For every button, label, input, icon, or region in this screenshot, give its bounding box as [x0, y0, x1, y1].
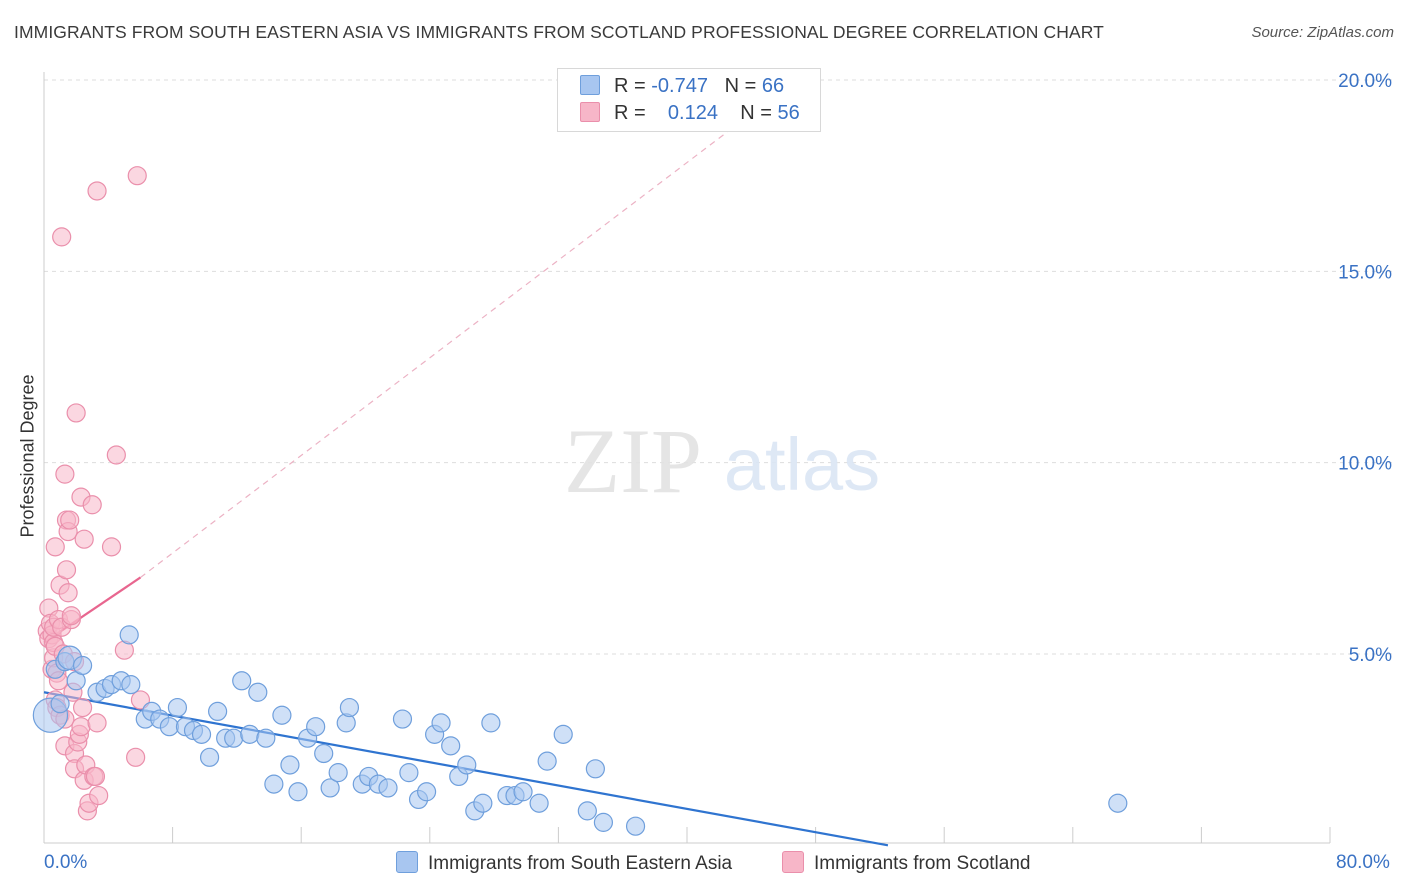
point-sea	[416, 782, 437, 802]
trend-extension-scotland	[140, 125, 736, 578]
chart-title: IMMIGRANTS FROM SOUTH EASTERN ASIA VS IM…	[14, 22, 1104, 42]
point-sea	[577, 801, 597, 821]
y-tick-labels: 5.0% 10.0% 15.0% 20.0%	[1338, 71, 1392, 666]
legend-swatch-scotland	[580, 102, 600, 122]
data-points	[32, 166, 1128, 836]
point-scotland	[82, 495, 102, 515]
point-sea	[288, 782, 308, 802]
point-sea	[224, 728, 244, 748]
legend-label-scotland: Immigrants from Scotland	[814, 853, 1031, 874]
point-scotland	[56, 560, 77, 580]
legend-n-value-scotland: 56	[777, 102, 800, 124]
point-sea	[593, 812, 614, 832]
point-scotland	[127, 166, 147, 186]
point-sea	[167, 697, 188, 718]
point-scotland	[126, 747, 146, 767]
watermark-atlas: atlas	[724, 423, 880, 506]
point-sea	[585, 759, 605, 779]
source-credit: Source: ZipAtlas.com	[1251, 24, 1394, 41]
x-tick-max: 80.0%	[1336, 852, 1390, 873]
legend-n-label: N =	[740, 102, 772, 124]
point-sea	[339, 697, 360, 718]
point-scotland	[87, 713, 107, 733]
point-sea	[121, 675, 141, 695]
x-tick-min: 0.0%	[44, 852, 88, 873]
point-sea	[481, 713, 501, 733]
point-sea	[378, 778, 398, 798]
point-sea	[553, 724, 573, 744]
point-sea	[513, 782, 533, 802]
legend-row-scotland: R = 0.124 N = 56	[580, 100, 800, 126]
point-sea	[199, 747, 220, 767]
point-sea	[320, 778, 340, 798]
y-tick-label: 5.0%	[1349, 645, 1392, 666]
point-sea	[529, 793, 549, 813]
legend-swatch-scotland	[782, 851, 804, 873]
point-sea	[280, 755, 300, 775]
point-scotland	[85, 766, 106, 787]
point-sea	[256, 728, 276, 748]
point-scotland	[87, 181, 107, 201]
point-scotland	[45, 537, 65, 557]
y-tick-label: 10.0%	[1338, 454, 1392, 475]
point-sea	[72, 655, 93, 676]
watermark: ZIP atlas	[564, 410, 880, 512]
point-sea	[441, 736, 461, 756]
legend-label-sea: Immigrants from South Eastern Asia	[428, 853, 733, 874]
point-sea	[191, 724, 212, 744]
point-sea	[50, 694, 70, 714]
point-sea	[473, 793, 493, 813]
point-sea	[328, 763, 348, 783]
legend-r-value-sea: -0.747	[651, 75, 708, 97]
legend-swatch-sea	[580, 75, 600, 95]
point-scotland	[101, 537, 122, 557]
point-sea	[314, 743, 334, 764]
point-sea	[457, 755, 477, 775]
point-scotland	[89, 785, 109, 806]
y-axis-title: Professional Degree	[17, 374, 38, 538]
point-sea	[1108, 793, 1128, 813]
legend-n-value-sea: 66	[761, 75, 785, 97]
point-scotland	[74, 529, 94, 549]
point-sea	[159, 717, 179, 737]
point-sea	[119, 625, 139, 645]
point-scotland	[52, 227, 72, 247]
legend-n-label: N =	[724, 75, 757, 97]
point-sea	[537, 751, 557, 771]
legend-r-value-scotland: 0.124	[667, 102, 718, 124]
legend-row-sea: R = -0.747 N = 66	[580, 73, 784, 99]
point-sea	[232, 671, 252, 691]
point-sea	[272, 705, 292, 725]
legend-item-scotland[interactable]: Immigrants from Scotland	[782, 851, 1030, 875]
legend-swatch-sea	[396, 851, 418, 873]
point-sea	[399, 763, 419, 783]
point-scotland	[55, 464, 75, 484]
point-sea	[306, 717, 326, 737]
point-scotland	[58, 583, 78, 603]
point-sea	[431, 713, 451, 733]
watermark-zip: ZIP	[564, 410, 702, 512]
point-scotland	[61, 606, 81, 626]
point-scotland	[66, 403, 86, 423]
correlation-legend: R = -0.747 N = 66 R = 0.124 N = 56	[557, 68, 821, 132]
point-sea	[208, 701, 228, 722]
legend-item-sea[interactable]: Immigrants from South Eastern Asia	[396, 851, 732, 875]
point-sea	[240, 724, 260, 744]
y-tick-label: 20.0%	[1338, 71, 1392, 92]
point-sea	[625, 816, 646, 836]
y-tick-label: 15.0%	[1338, 262, 1392, 283]
grid-lines	[44, 79, 1395, 655]
point-sea	[392, 709, 413, 729]
point-scotland	[71, 717, 91, 737]
legend-r-label: R =	[614, 102, 646, 124]
point-sea	[248, 682, 268, 702]
point-sea	[264, 774, 284, 794]
point-scotland	[106, 445, 126, 465]
point-scotland	[72, 697, 93, 718]
point-scotland	[130, 690, 151, 710]
point-scotland	[60, 510, 80, 530]
legend-r-label: R =	[614, 75, 646, 97]
